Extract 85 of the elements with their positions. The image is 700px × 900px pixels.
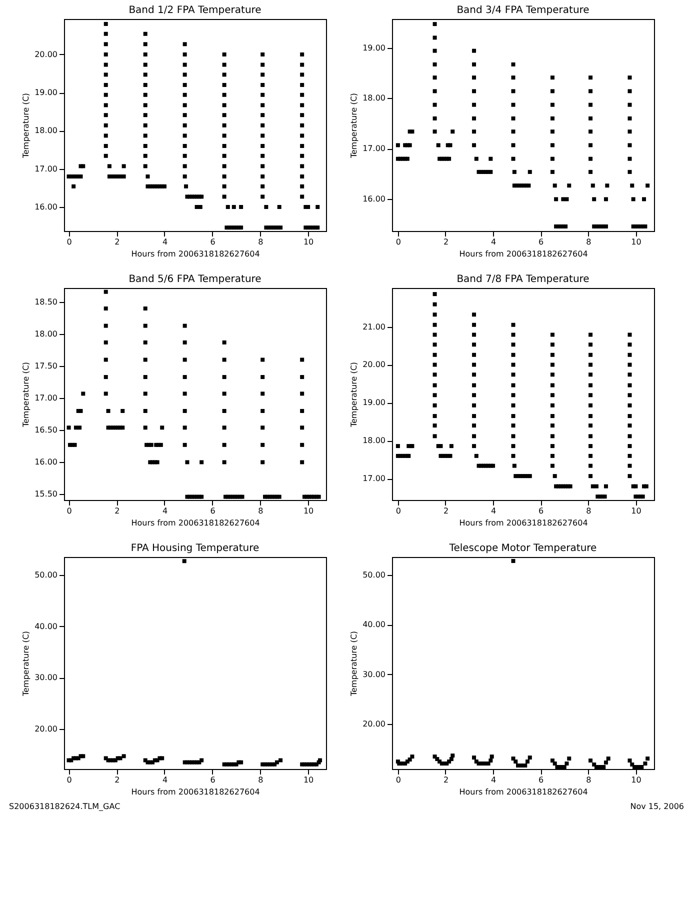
y-tick-label: 18.00 (362, 436, 386, 446)
x-tick-label: 10 (631, 776, 642, 784)
y-tick-label: 19.00 (34, 88, 58, 98)
x-tick-label: 0 (396, 506, 401, 516)
x-tick-label: 8 (258, 238, 264, 246)
x-tick-label: 6 (538, 506, 544, 516)
x-tick-label: 6 (210, 506, 216, 516)
x-tick-label: 10 (631, 238, 642, 246)
x-tick-label: 8 (586, 776, 592, 784)
y-tick-label: 16.00 (34, 458, 58, 467)
y-tick-label: 19.00 (362, 398, 386, 408)
x-axis-title: Hours from 2006318182627604 (131, 518, 260, 528)
x-tick-label: 8 (586, 506, 592, 516)
x-tick-label: 2 (114, 776, 120, 784)
y-tick-label: 18.50 (34, 298, 58, 307)
y-tick-label: 17.00 (362, 474, 386, 484)
y-tick-label: 20.00 (362, 720, 386, 729)
chart-title: FPA Housing Temperature (130, 543, 260, 554)
y-tick-label: 17.00 (362, 144, 386, 154)
y-axis-title: Temperature (C) (350, 92, 359, 160)
y-tick-label: 18.00 (362, 94, 386, 103)
y-tick-label: 40.00 (362, 620, 386, 630)
y-tick-label: 50.00 (362, 570, 386, 580)
x-tick-label: 6 (210, 776, 216, 784)
chart-title: Band 3/4 FPA Temperature (456, 5, 590, 16)
x-tick-label: 0 (396, 776, 401, 784)
y-tick-label: 16.00 (362, 194, 386, 204)
x-tick-label: 0 (396, 238, 401, 246)
chart-title: Band 7/8 FPA Temperature (456, 274, 590, 285)
x-tick-label: 4 (490, 506, 496, 516)
x-tick-label: 0 (66, 776, 72, 784)
y-axis-title: Temperature (C) (22, 92, 31, 160)
text: Nov 15, 2006 (630, 802, 684, 811)
chart-title: Band 5/6 FPA Temperature (128, 274, 262, 285)
text: S2006318182624.TLM_GAC (9, 802, 121, 811)
y-axis-title: Temperature (C) (22, 362, 31, 428)
x-tick-label: 10 (303, 776, 314, 784)
x-axis-title: Hours from 2006318182627604 (131, 250, 260, 258)
x-tick-label: 10 (631, 506, 642, 516)
y-tick-label: 16.00 (34, 202, 58, 212)
x-tick-label: 2 (443, 506, 449, 516)
y-tick-label: 16.50 (34, 426, 58, 435)
y-axis-title: Temperature (C) (350, 630, 359, 698)
x-tick-label: 0 (66, 506, 72, 516)
x-tick-label: 10 (303, 506, 314, 516)
y-tick-label: 15.50 (34, 490, 58, 499)
x-tick-label: 2 (114, 238, 120, 246)
y-tick-label: 20.00 (362, 360, 386, 370)
x-tick-label: 6 (538, 776, 544, 784)
y-axis-title: Temperature (C) (350, 362, 359, 428)
x-axis-title: Hours from 2006318182627604 (459, 250, 588, 258)
x-tick-label: 4 (162, 238, 168, 246)
x-axis-title: Hours from 2006318182627604 (459, 518, 588, 528)
x-tick-label: 2 (443, 776, 449, 784)
y-tick-label: 30.00 (34, 673, 58, 682)
x-tick-label: 2 (443, 238, 449, 246)
chart-title: Band 1/2 FPA Temperature (128, 5, 262, 16)
y-tick-label: 18.00 (34, 126, 58, 136)
y-tick-label: 20.00 (34, 724, 58, 734)
x-tick-label: 2 (114, 506, 120, 516)
x-tick-label: 10 (303, 238, 314, 246)
x-tick-label: 4 (162, 776, 168, 784)
x-axis-title: Hours from 2006318182627604 (459, 788, 588, 796)
y-axis-title: Temperature (C) (22, 630, 31, 698)
x-tick-label: 4 (162, 506, 168, 516)
y-tick-label: 30.00 (362, 670, 386, 679)
y-tick-label: 17.00 (34, 394, 58, 403)
chart-title: Telescope Motor Temperature (448, 543, 597, 554)
x-tick-label: 6 (538, 238, 544, 246)
x-tick-label: 4 (490, 776, 496, 784)
x-tick-label: 8 (258, 776, 264, 784)
y-tick-label: 17.50 (34, 362, 58, 371)
x-tick-label: 8 (258, 506, 264, 516)
y-tick-label: 40.00 (34, 622, 58, 631)
y-tick-label: 18.00 (34, 330, 58, 339)
y-tick-label: 21.00 (362, 322, 386, 332)
x-axis-title: Hours from 2006318182627604 (131, 788, 260, 796)
y-tick-label: 17.00 (34, 164, 58, 174)
y-tick-label: 19.00 (362, 43, 386, 52)
x-tick-label: 4 (490, 238, 496, 246)
y-tick-label: 50.00 (34, 570, 58, 580)
x-tick-label: 0 (66, 238, 72, 246)
y-tick-label: 20.00 (34, 50, 58, 59)
x-tick-label: 8 (586, 238, 592, 246)
x-tick-label: 6 (210, 238, 216, 246)
